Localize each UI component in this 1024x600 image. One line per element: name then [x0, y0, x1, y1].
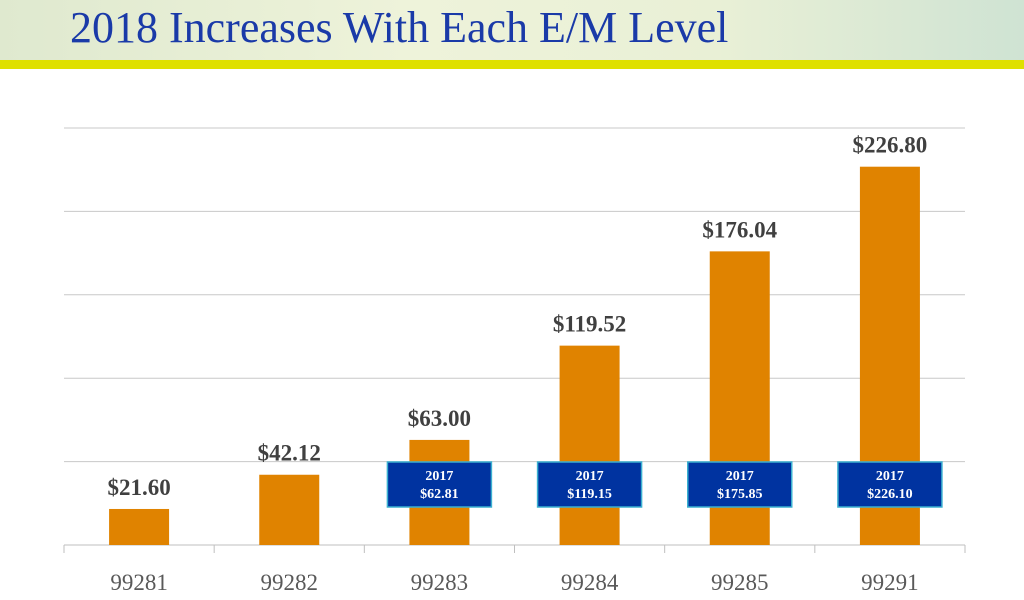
- x-tick-label: 99284: [561, 570, 619, 595]
- page-title: 2018 Increases With Each E/M Level: [70, 3, 729, 52]
- x-tick-label: 99281: [110, 570, 168, 595]
- header-background: [0, 0, 1024, 60]
- annotation-box-2017: [687, 461, 793, 508]
- annotation-year: 2017: [425, 469, 453, 484]
- bar-99284: [559, 345, 620, 545]
- data-label: $119.52: [553, 312, 626, 337]
- data-label: $21.60: [107, 475, 170, 500]
- header-divider: [0, 60, 1024, 69]
- data-label: $42.12: [258, 441, 321, 466]
- annotation-value: $62.81: [420, 487, 459, 502]
- annotation-year: 2017: [576, 469, 604, 484]
- annotation-box-2017: [536, 461, 643, 508]
- annotation-year: 2017: [876, 469, 904, 484]
- annotation-box-2017: [837, 461, 943, 508]
- x-tick-label: 99291: [861, 570, 919, 595]
- annotation-year: 2017: [726, 469, 754, 484]
- annotation-value: $226.10: [867, 487, 913, 502]
- annotation-value: $119.15: [567, 487, 612, 502]
- data-label: $63.00: [408, 406, 471, 431]
- x-tick-label: 99285: [711, 570, 769, 595]
- data-label: $176.04: [702, 217, 777, 242]
- data-label: $226.80: [853, 133, 928, 158]
- annotation-value: $175.85: [717, 487, 763, 502]
- bar-99281: [109, 508, 170, 545]
- annotation-box-2017: [386, 461, 493, 508]
- x-tick-label: 99283: [411, 570, 469, 595]
- x-tick-label: 99282: [261, 570, 319, 595]
- bar-99282: [259, 474, 320, 545]
